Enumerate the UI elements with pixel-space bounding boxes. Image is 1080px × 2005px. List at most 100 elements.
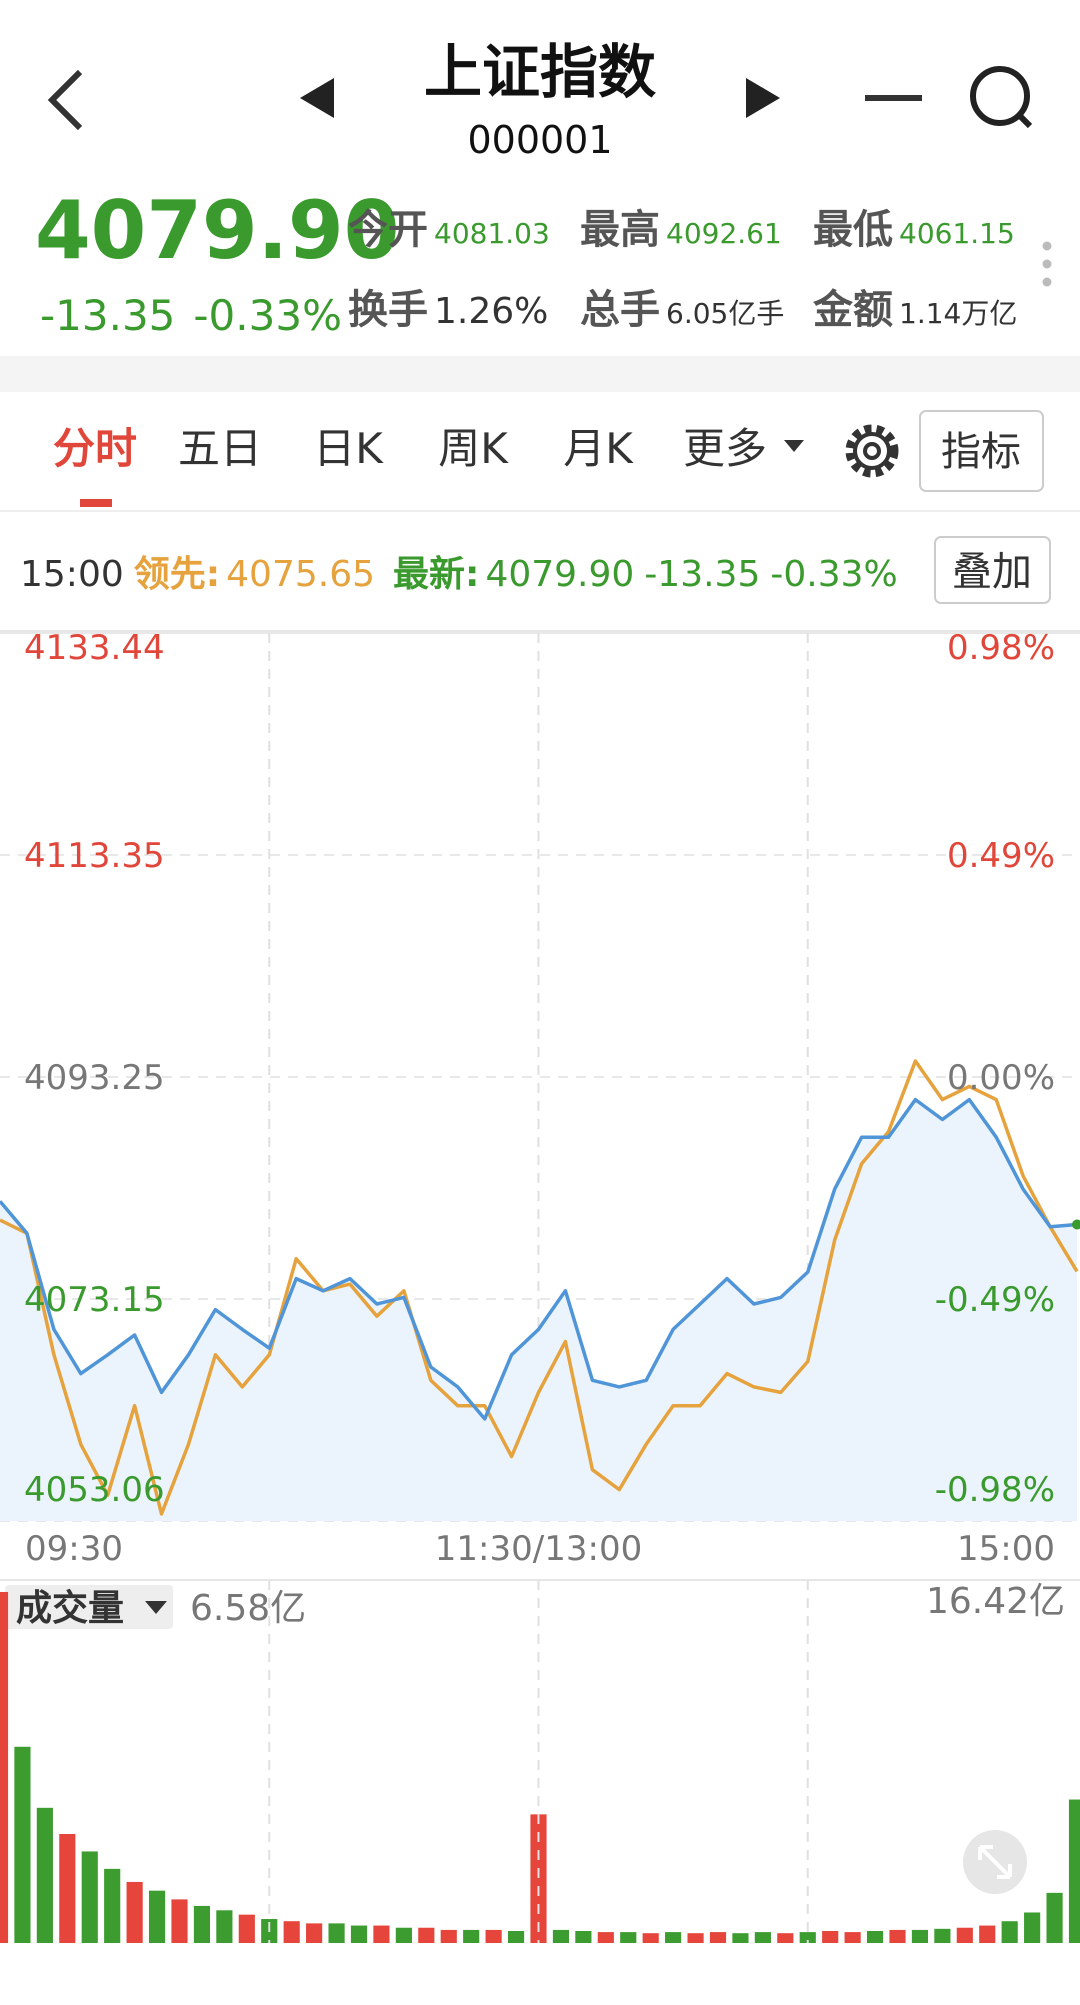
tab[interactable]: 五日 <box>178 424 262 473</box>
volume-bar <box>238 1914 255 1943</box>
overlay-button-box[interactable] <box>934 536 1051 604</box>
volume-bar <box>283 1921 300 1943</box>
volume-bar <box>754 1932 771 1943</box>
volume-bar <box>306 1923 323 1943</box>
overlay-button[interactable]: 叠加 <box>952 549 1032 595</box>
next-button[interactable] <box>746 78 780 118</box>
gear-body <box>853 432 891 470</box>
gear-teeth <box>845 424 899 478</box>
tab[interactable]: 日K <box>313 424 384 473</box>
volume-bar <box>1046 1892 1063 1943</box>
volume-max-label: 16.42亿 <box>926 1581 1065 1622</box>
volume-bar <box>665 1932 682 1943</box>
dot <box>1042 277 1052 287</box>
stock-code: 000001 <box>467 118 612 162</box>
volume-bar <box>530 1814 547 1943</box>
volume-bar <box>956 1927 973 1943</box>
stat-label: 最高 <box>580 207 660 253</box>
volume-bar <box>350 1925 368 1943</box>
x-tick-label: 09:30 <box>25 1529 123 1569</box>
volume-bar <box>104 1868 121 1943</box>
search-icon <box>970 66 1030 126</box>
volume-selector-box[interactable] <box>5 1585 173 1629</box>
volume-bar <box>822 1931 839 1943</box>
volume-bar <box>597 1932 614 1943</box>
volume-bar <box>193 1905 211 1943</box>
tab[interactable]: 分时 <box>53 424 137 473</box>
x-tick-label: 11:30/13:00 <box>435 1529 642 1569</box>
dot <box>1042 259 1052 269</box>
indicator-button-box[interactable] <box>919 410 1044 492</box>
volume-bar <box>1001 1921 1018 1943</box>
tab[interactable]: 月K <box>563 424 634 473</box>
dropdown-arrow <box>784 440 804 452</box>
last-point <box>1072 1219 1080 1230</box>
volume-bar <box>463 1929 480 1943</box>
expand-button[interactable] <box>963 1830 1027 1894</box>
volume-bar <box>36 1807 53 1943</box>
volume-title[interactable]: 成交量 <box>16 1587 124 1629</box>
tab[interactable]: 周K <box>438 424 509 473</box>
y-tick-label: 4053.06 <box>24 1470 165 1510</box>
latest-value: 4079.90 <box>485 554 634 595</box>
settings-button[interactable] <box>845 424 899 478</box>
y-tick-label: 4093.25 <box>24 1058 165 1098</box>
volume-bar <box>1068 1799 1080 1943</box>
volume-bar <box>0 1591 9 1943</box>
stat: 换手 1.26% <box>348 287 548 333</box>
prev-button[interactable] <box>300 78 334 118</box>
stat-label: 最低 <box>813 207 893 253</box>
stat-value: 6.05亿手 <box>666 297 784 330</box>
volume-bar <box>844 1932 861 1943</box>
active-tab-indicator <box>80 499 112 507</box>
separator <box>0 356 1080 392</box>
stat-value: 4092.61 <box>666 217 782 250</box>
y-tick-label: 4133.44 <box>24 628 165 668</box>
stat: 总手 6.05亿手 <box>580 287 784 333</box>
volume-bar <box>777 1933 794 1943</box>
volume-bar <box>732 1933 749 1943</box>
search-icon-handle <box>1017 113 1033 129</box>
search-button[interactable] <box>970 66 1033 129</box>
stat: 今开 4081.03 <box>348 207 550 253</box>
y2-tick-label: -0.49% <box>935 1280 1055 1320</box>
volume-bar <box>799 1932 816 1943</box>
change-percent: -0.33% <box>193 291 342 340</box>
dropdown-arrow <box>145 1601 167 1614</box>
latest-change: -13.35 <box>644 554 760 595</box>
stat: 最低 4061.15 <box>813 207 1015 253</box>
volume-bar <box>620 1932 637 1943</box>
volume-bar <box>485 1929 502 1943</box>
y2-tick-label: 0.49% <box>947 836 1055 876</box>
price-line <box>0 1097 1078 1421</box>
volume-bar <box>171 1899 188 1943</box>
volume-bar <box>328 1923 345 1943</box>
volume-bar <box>507 1931 525 1943</box>
volume-bar <box>889 1929 906 1943</box>
volume-bar <box>911 1929 929 1943</box>
volume-bars <box>0 1591 1080 1943</box>
volume-bar <box>59 1833 76 1943</box>
volume-bar <box>575 1931 592 1943</box>
y2-tick-label: 0.98% <box>947 628 1055 668</box>
change: -13.35 <box>40 291 175 340</box>
tab[interactable]: 更多 <box>683 424 767 473</box>
volume-bar <box>687 1933 704 1943</box>
stat: 金额 1.14万亿 <box>812 287 1017 333</box>
change-line: -13.35 -0.33% <box>40 291 342 340</box>
latest-label: 最新: <box>393 554 479 595</box>
stat-label: 今开 <box>348 207 428 253</box>
indicator-button[interactable]: 指标 <box>941 429 1021 475</box>
more-dots[interactable] <box>1042 241 1052 287</box>
stat-value: 4061.15 <box>899 217 1015 250</box>
back-button[interactable] <box>47 69 83 131</box>
volume-bar <box>81 1851 98 1943</box>
volume-bar <box>709 1932 727 1943</box>
x-tick-label: 15:00 <box>957 1529 1055 1569</box>
gear-hole <box>863 442 881 460</box>
stat-label: 金额 <box>812 287 893 333</box>
leader-value: 4075.65 <box>226 554 375 595</box>
latest-percent: -0.33% <box>770 554 897 595</box>
volume-bar <box>866 1931 884 1943</box>
